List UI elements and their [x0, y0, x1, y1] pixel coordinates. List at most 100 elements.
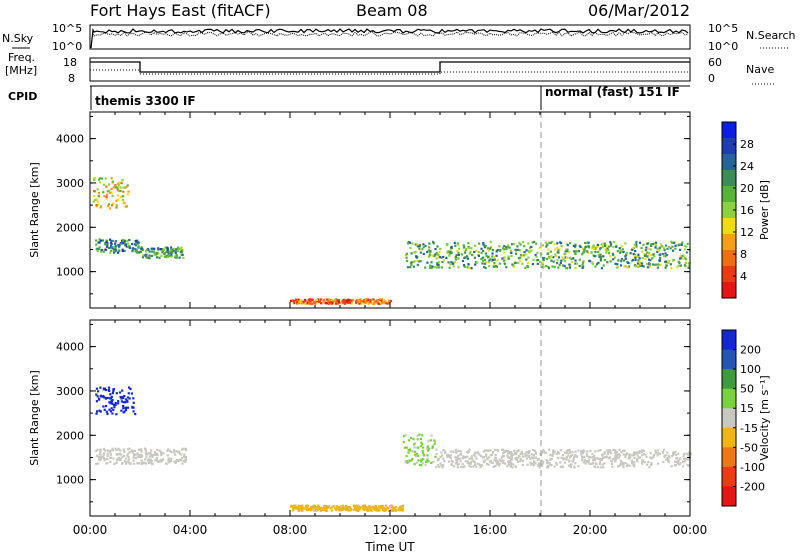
range-cell — [607, 245, 610, 248]
range-cell — [342, 300, 345, 304]
range-cell — [137, 448, 141, 451]
range-cell — [368, 507, 372, 510]
range-cell — [684, 261, 688, 264]
range-cell — [301, 302, 304, 305]
range-cell — [592, 245, 595, 248]
range-cell — [568, 448, 571, 452]
range-cell — [631, 461, 634, 464]
range-cell — [649, 259, 652, 262]
range-cell — [492, 265, 495, 268]
range-cell — [92, 177, 96, 180]
colorbar-tick-label: 24 — [740, 160, 754, 173]
range-cell — [119, 449, 122, 452]
range-cell — [414, 455, 417, 458]
range-cell — [586, 250, 589, 253]
range-cell — [109, 238, 112, 241]
range-cell — [570, 260, 573, 264]
range-cell — [328, 299, 331, 302]
range-cell — [568, 460, 571, 463]
range-cell — [518, 241, 521, 244]
range-cell — [546, 465, 550, 468]
range-cell — [603, 242, 606, 245]
range-cell — [140, 449, 143, 452]
range-cell — [164, 246, 167, 249]
range-cell — [552, 452, 555, 455]
range-cell — [309, 299, 312, 302]
range-cell — [390, 509, 393, 512]
range-cell — [137, 245, 140, 248]
range-cell — [442, 448, 445, 452]
range-cell — [499, 249, 502, 253]
range-cell — [364, 300, 367, 303]
range-cell — [466, 257, 469, 260]
range-cell — [670, 267, 673, 270]
range-cell — [498, 262, 501, 265]
range-cell — [159, 450, 163, 454]
range-cell — [498, 245, 501, 248]
range-cell — [169, 249, 172, 252]
range-cell — [684, 248, 687, 251]
range-cell — [566, 454, 569, 457]
range-cell — [325, 504, 328, 508]
range-cell — [577, 250, 580, 253]
range-cell — [120, 409, 123, 412]
range-cell — [183, 453, 186, 456]
range-cell — [104, 242, 107, 245]
range-cell — [628, 464, 631, 467]
range-cell — [525, 249, 528, 252]
range-cell — [644, 257, 647, 260]
range-cell — [300, 299, 303, 302]
range-cell — [565, 456, 568, 459]
range-cell — [110, 192, 113, 195]
range-cell — [104, 388, 107, 392]
range-cell — [121, 455, 124, 459]
range-cell — [295, 301, 298, 304]
range-cell — [652, 456, 655, 459]
range-cell — [530, 249, 533, 252]
range-cell — [496, 461, 500, 464]
range-cell — [106, 204, 110, 208]
range-cell — [111, 402, 114, 405]
range-cell — [512, 453, 515, 456]
range-cell — [504, 258, 507, 261]
range-cell — [440, 464, 443, 467]
range-cell — [158, 256, 161, 259]
range-cell — [175, 450, 178, 453]
colorbar-swatch — [722, 447, 736, 468]
range-cell — [528, 449, 531, 453]
range-cell — [381, 508, 384, 511]
range-cell — [135, 249, 138, 252]
range-cell — [581, 455, 584, 458]
range-cell — [313, 506, 316, 509]
range-cell — [610, 242, 613, 245]
range-cell — [428, 246, 431, 249]
range-cell — [416, 454, 420, 457]
range-cell — [517, 261, 520, 265]
range-cell — [297, 301, 300, 304]
range-cell — [522, 241, 525, 244]
range-cell — [100, 248, 103, 252]
range-cell — [587, 246, 590, 249]
range-cell — [122, 448, 125, 451]
range-cell — [627, 457, 631, 460]
range-cell — [426, 447, 429, 450]
range-cell — [519, 452, 522, 455]
range-cell — [181, 249, 184, 252]
range-cell — [294, 506, 297, 510]
range-cell — [104, 177, 107, 180]
range-cell — [312, 300, 315, 304]
range-cell — [570, 257, 573, 261]
range-cell — [547, 252, 550, 255]
range-cell — [336, 507, 339, 510]
range-cell — [117, 448, 120, 451]
range-cell — [327, 298, 330, 301]
range-cell — [501, 460, 505, 463]
range-cell — [378, 505, 381, 508]
range-cell — [484, 266, 487, 270]
range-cell — [318, 300, 321, 304]
range-cell — [410, 263, 413, 266]
range-cell — [425, 460, 428, 463]
range-cell — [108, 183, 111, 186]
range-cell — [103, 408, 106, 411]
range-cell — [468, 252, 471, 255]
